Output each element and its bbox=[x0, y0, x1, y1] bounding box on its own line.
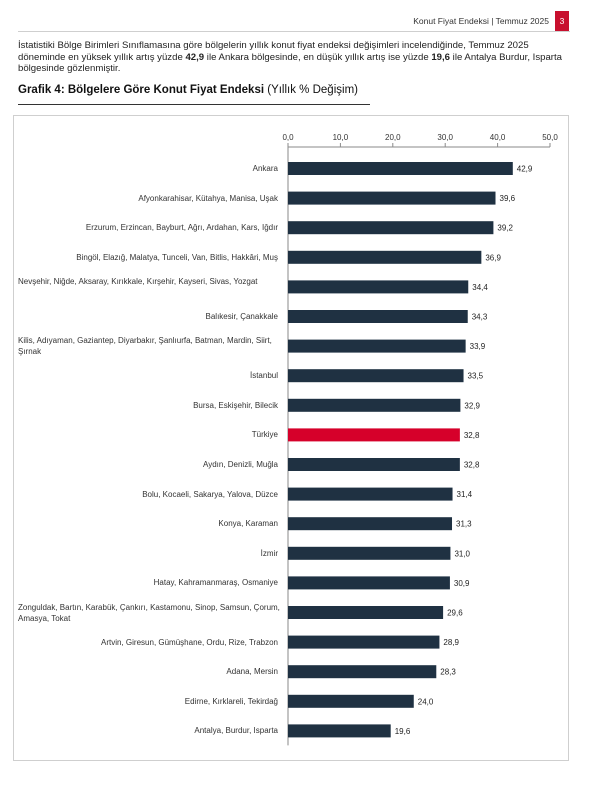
bar bbox=[288, 221, 494, 235]
page-header-text: Konut Fiyat Endeksi | Temmuz 2025 bbox=[413, 16, 549, 26]
bar bbox=[288, 369, 464, 383]
data-label: 39,2 bbox=[497, 224, 513, 233]
data-label: 31,4 bbox=[457, 490, 473, 499]
bar bbox=[288, 606, 444, 619]
category-label: Bursa, Eskişehir, Bilecik bbox=[193, 400, 278, 410]
category-label: Bingöl, Elazığ, Malatya, Tunceli, Van, B… bbox=[76, 252, 278, 262]
bar bbox=[288, 724, 391, 738]
bar bbox=[288, 339, 466, 353]
data-label: 32,8 bbox=[464, 431, 480, 440]
bar bbox=[288, 635, 440, 649]
category-label: Balıkesir, Çanakkale bbox=[205, 312, 278, 321]
bar-chart: 0,0 10,0 20,0 30,0 40,0 50,0 42,9 39,6 39,2 36,9 3… bbox=[282, 133, 558, 746]
chart-title-bold: Grafik 4: Bölgelere Göre Konut Fiyat End… bbox=[18, 84, 265, 96]
intro-text-1: İstatistiki Bölge Birimleri Sınıflamasın… bbox=[18, 40, 529, 63]
chart-title: Grafik 4: Bölgelere Göre Konut Fiyat End… bbox=[18, 84, 358, 96]
bar bbox=[288, 576, 450, 590]
data-label: 33,5 bbox=[468, 372, 484, 381]
category-label: Afyonkarahisar, Kütahya, Manisa, Uşak bbox=[138, 193, 278, 203]
bar bbox=[288, 546, 451, 560]
data-label: 34,4 bbox=[472, 283, 488, 292]
bar bbox=[288, 280, 469, 294]
data-label: 30,9 bbox=[454, 579, 470, 588]
category-label: Hatay, Kahramanmaraş, Osmaniye bbox=[153, 578, 278, 588]
intro-min-value: 19,6 bbox=[431, 51, 451, 63]
category-label: Türkiye bbox=[251, 430, 278, 440]
data-label: 42,9 bbox=[517, 165, 533, 174]
chart-title-underline bbox=[18, 104, 370, 105]
x-tick-label: 0,0 bbox=[282, 133, 294, 142]
intro-text-2: ile Ankara bölgesinde, en düşük yıllık a… bbox=[204, 51, 432, 63]
x-tick-label: 20,0 bbox=[385, 133, 401, 142]
data-label: 32,8 bbox=[464, 461, 480, 470]
bar bbox=[288, 250, 482, 264]
x-tick-label: 50,0 bbox=[542, 133, 558, 142]
bar bbox=[288, 428, 460, 442]
bar bbox=[288, 191, 496, 205]
data-label: 33,9 bbox=[470, 342, 486, 351]
category-label: Edirne, Kırklareli, Tekirdağ bbox=[184, 696, 278, 706]
bar bbox=[288, 665, 437, 679]
category-label: Adana, Mersin bbox=[226, 667, 278, 677]
category-label: Antalya, Burdur, Isparta bbox=[194, 726, 278, 736]
category-label: Zonguldak, Bartın, Karabük, Çankırı, Kas… bbox=[18, 602, 280, 623]
category-label: Bolu, Kocaeli, Sakarya, Yalova, Düzce bbox=[142, 489, 278, 499]
data-label: 34,3 bbox=[472, 313, 488, 322]
bar bbox=[288, 458, 460, 471]
data-label: 28,3 bbox=[440, 668, 456, 677]
category-label: Artvin, Giresun, Gümüşhane, Ordu, Rize, … bbox=[101, 637, 278, 647]
data-label: 31,3 bbox=[456, 520, 472, 529]
page-number-badge: 3 bbox=[555, 11, 569, 31]
data-label: 32,9 bbox=[464, 401, 480, 410]
chart-frame bbox=[13, 115, 569, 761]
bar bbox=[288, 517, 453, 531]
category-label: Nevşehir, Niğde, Aksaray, Kırıkkale, Kır… bbox=[18, 276, 258, 286]
x-tick-label: 40,0 bbox=[490, 133, 506, 142]
category-label: Kilis, Adıyaman, Gaziantep, Diyarbakır, … bbox=[18, 336, 272, 357]
bar bbox=[288, 694, 414, 708]
bar bbox=[288, 162, 513, 175]
bar bbox=[288, 487, 453, 501]
category-label: Erzurum, Erzincan, Bayburt, Ağrı, Ardaha… bbox=[85, 223, 278, 233]
bar bbox=[288, 398, 461, 412]
data-label: 36,9 bbox=[485, 253, 501, 262]
data-label: 19,6 bbox=[395, 727, 411, 736]
intro-paragraph: İstatistiki Bölge Birimleri Sınıflamasın… bbox=[18, 40, 573, 75]
data-label: 24,0 bbox=[418, 697, 434, 706]
intro-text-3: ile Antalya Burdur, Isparta bölgesinde g… bbox=[18, 51, 563, 75]
category-label: İstanbul bbox=[249, 371, 278, 381]
data-label: 29,6 bbox=[447, 609, 463, 618]
x-tick-label: 10,0 bbox=[333, 133, 349, 142]
x-tick-label: 30,0 bbox=[437, 133, 453, 142]
category-label: İzmir bbox=[260, 548, 278, 558]
category-label: Ankara bbox=[252, 164, 278, 173]
data-label: 31,0 bbox=[454, 549, 470, 558]
data-label: 39,6 bbox=[500, 194, 516, 203]
intro-max-value: 42,9 bbox=[185, 51, 205, 63]
chart-title-subtitle: (Yıllık % Değişim) bbox=[264, 84, 358, 96]
header-divider bbox=[18, 31, 570, 32]
category-label: Aydın, Denizli, Muğla bbox=[203, 460, 278, 469]
data-label: 28,9 bbox=[443, 638, 459, 647]
bar bbox=[288, 310, 468, 323]
category-label: Konya, Karaman bbox=[218, 519, 278, 529]
